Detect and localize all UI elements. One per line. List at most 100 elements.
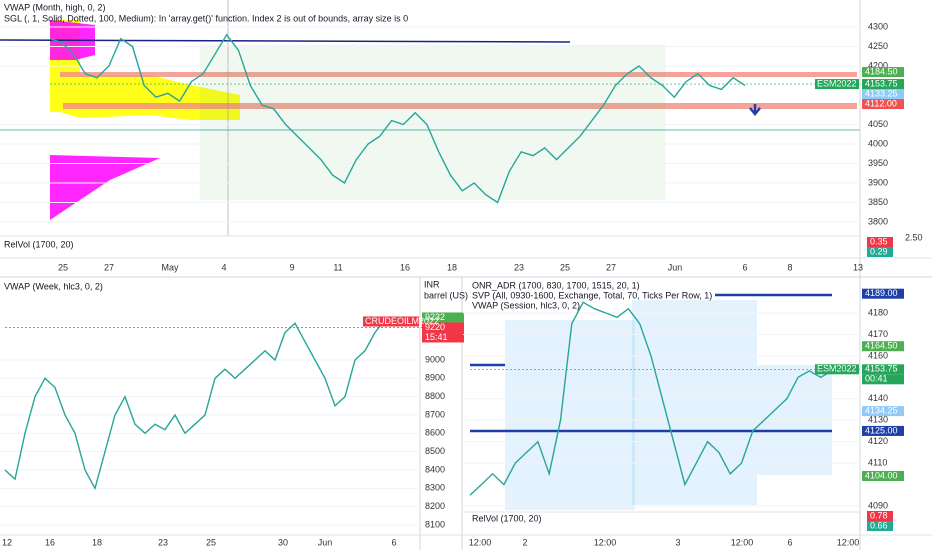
y-tick-label: 3900 [868, 177, 888, 187]
symbol-tag [363, 316, 419, 327]
y-tick-label: 8500 [425, 446, 445, 456]
y-tick-label: 4300 [868, 21, 888, 31]
symbol-tag [815, 79, 859, 90]
x-tick-label: 16 [400, 262, 410, 272]
y-tick-label: 8400 [425, 464, 445, 474]
y-tick-label: 8700 [425, 409, 445, 419]
vwap-band [199, 44, 666, 201]
x-tick-label: 6 [742, 262, 747, 272]
x-tick-label: 18 [447, 262, 457, 272]
relvol-tag [867, 247, 893, 257]
x-tick-label: May [161, 262, 179, 272]
price-tag-label: 4189.00 [865, 288, 898, 298]
x-tick-label: 6 [391, 537, 396, 547]
price-tag-label: 9220 [425, 322, 445, 332]
price-tag [862, 406, 904, 417]
y-tick-label: 8200 [425, 501, 445, 511]
price-tag-label: 4125.00 [865, 425, 898, 435]
y-tick-label: 8900 [425, 373, 445, 383]
price-tag-label: 4164.50 [865, 341, 898, 351]
symbol-label: ESM2022 [817, 364, 857, 374]
x-tick-label: 16 [45, 537, 55, 547]
y-tick-label: 4120 [868, 436, 888, 446]
indicator-label: VWAP (Month, high, 0, 2) [4, 2, 106, 12]
level-band [60, 72, 857, 77]
x-tick-label: 3 [675, 537, 680, 547]
y-tick-label: 8100 [425, 519, 445, 529]
indicator-label: RelVol (1700, 20) [472, 513, 542, 523]
price-tag-label: 9232 [425, 312, 445, 322]
arrow-icon [749, 104, 761, 116]
x-tick-label: 4 [221, 262, 226, 272]
y-tick-label: 4090 [868, 500, 888, 510]
relvol-tag-label: 0.66 [870, 520, 888, 530]
y-tick-label: 8600 [425, 428, 445, 438]
y-tick-label: 3950 [868, 158, 888, 168]
countdown: 15:41 [425, 332, 448, 342]
session-box [505, 320, 635, 510]
price-tag [862, 89, 904, 100]
x-tick-label: 27 [104, 262, 114, 272]
y-tick-label: 4200 [868, 60, 888, 70]
price-line [4, 317, 406, 491]
price-tag-label: 4153.75 [865, 78, 898, 88]
price-line [469, 301, 833, 496]
price-tag-label: 4184.50 [865, 66, 898, 76]
session-box [632, 300, 757, 505]
currency-label: INR [424, 279, 440, 289]
y-tick-label: 4160 [868, 350, 888, 360]
price-tag-label: 4133.25 [865, 88, 898, 98]
y-tick-label: 4180 [868, 307, 888, 317]
price-tag [862, 470, 904, 481]
price-tag [862, 67, 904, 78]
y-tick-label: 4250 [868, 41, 888, 51]
y-tick-label: 4000 [868, 138, 888, 148]
unit-label: barrel (US) [424, 290, 468, 300]
level-line [0, 39, 571, 43]
x-tick-label: Jun [318, 537, 333, 547]
price-tag [862, 79, 904, 90]
level-band [63, 103, 857, 109]
indicator-label: RelVol (1700, 20) [4, 239, 74, 249]
x-tick-label: 6 [787, 537, 792, 547]
y-tick-label: 3800 [868, 216, 888, 226]
y-tick-label: 8800 [425, 391, 445, 401]
price-line [49, 33, 746, 204]
x-tick-label: 25 [58, 262, 68, 272]
relvol-tag [867, 511, 893, 521]
indicator-label: ONR_ADR (1700, 830, 1700, 1515, 20, 1) [472, 280, 640, 290]
x-tick-label: 12:00 [594, 537, 617, 547]
volume-profile [50, 155, 160, 220]
volume-profile [50, 20, 240, 120]
price-tag [862, 425, 904, 436]
x-tick-label: 2 [522, 537, 527, 547]
price-tag [862, 288, 904, 299]
countdown-tag [862, 374, 904, 385]
price-tag [862, 341, 904, 352]
relvol-tag-label: 0.29 [870, 246, 888, 256]
price-tag [862, 364, 904, 375]
x-tick-label: 23 [158, 537, 168, 547]
price-tag-label: 4112.00 [865, 98, 897, 108]
x-tick-label: 8 [787, 262, 792, 272]
y-tick-label: 4140 [868, 393, 888, 403]
price-tag-label: 4153.75 [865, 364, 898, 374]
y-tick-label: 8300 [425, 483, 445, 493]
price-tag-label: 4104.00 [865, 470, 898, 480]
x-tick-label: 25 [560, 262, 570, 272]
symbol-label: ESM2022 [817, 78, 857, 88]
y-tick-label: 3850 [868, 197, 888, 207]
relvol-tag [867, 237, 893, 247]
y-tick-label: 4110 [868, 457, 887, 467]
relvol-tag-label: 0.35 [870, 236, 888, 246]
y-tick-label: 4050 [868, 119, 888, 129]
x-tick-label: 18 [92, 537, 102, 547]
y-tick-label: 9000 [425, 354, 445, 364]
symbol-tag [815, 364, 859, 375]
countdown: 00:41 [865, 374, 888, 384]
x-tick-label: 30 [278, 537, 288, 547]
relvol-tag [867, 521, 893, 531]
indicator-label: VWAP (Session, hlc3, 0, 2) [472, 300, 580, 310]
x-tick-label: 13 [853, 262, 863, 272]
